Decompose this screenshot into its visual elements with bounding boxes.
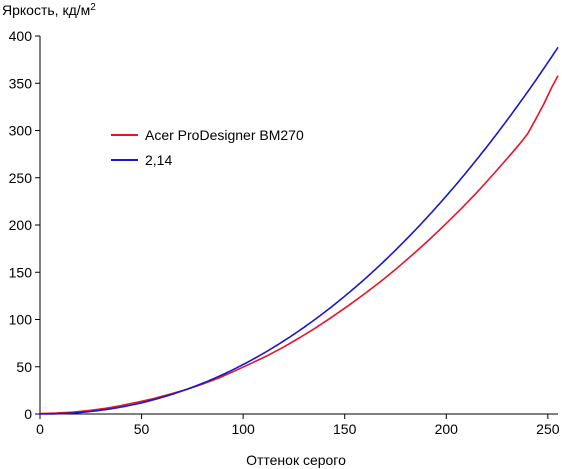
y-tick-label: 350 bbox=[9, 75, 33, 91]
legend: Acer ProDesigner BM270 2,14 bbox=[111, 127, 304, 168]
y-tick-label: 300 bbox=[9, 123, 33, 139]
y-tick-label: 100 bbox=[9, 312, 33, 328]
x-tick-label: 50 bbox=[134, 421, 150, 437]
y-axis-title-superscript: 2 bbox=[90, 2, 96, 13]
series-line-gamma-2-14 bbox=[40, 46, 559, 415]
ticks: 0 50 100 150 200 250 0 50 100 150 200 250 300 350 400 bbox=[9, 28, 560, 437]
y-tick-label: 250 bbox=[9, 170, 33, 186]
series-line-acer-prodesigner-bm270 bbox=[39, 75, 559, 415]
series bbox=[39, 46, 559, 415]
x-axis-title: Оттенок серого bbox=[246, 452, 346, 468]
legend-label-series-2: 2,14 bbox=[145, 152, 172, 168]
y-axis-title: Яркость, кд/м2 bbox=[2, 2, 96, 18]
y-tick-label: 200 bbox=[9, 217, 33, 233]
y-tick-label: 50 bbox=[16, 359, 32, 375]
x-tick-label: 100 bbox=[231, 421, 255, 437]
legend-label-series-1: Acer ProDesigner BM270 bbox=[145, 127, 304, 143]
x-tick-label: 250 bbox=[536, 421, 560, 437]
y-tick-label: 150 bbox=[9, 264, 33, 280]
axes bbox=[39, 36, 558, 415]
y-tick-label: 0 bbox=[24, 406, 32, 422]
y-tick-label: 400 bbox=[9, 28, 33, 44]
x-tick-label: 0 bbox=[36, 421, 44, 437]
x-tick-label: 150 bbox=[333, 421, 357, 437]
x-tick-label: 200 bbox=[435, 421, 459, 437]
